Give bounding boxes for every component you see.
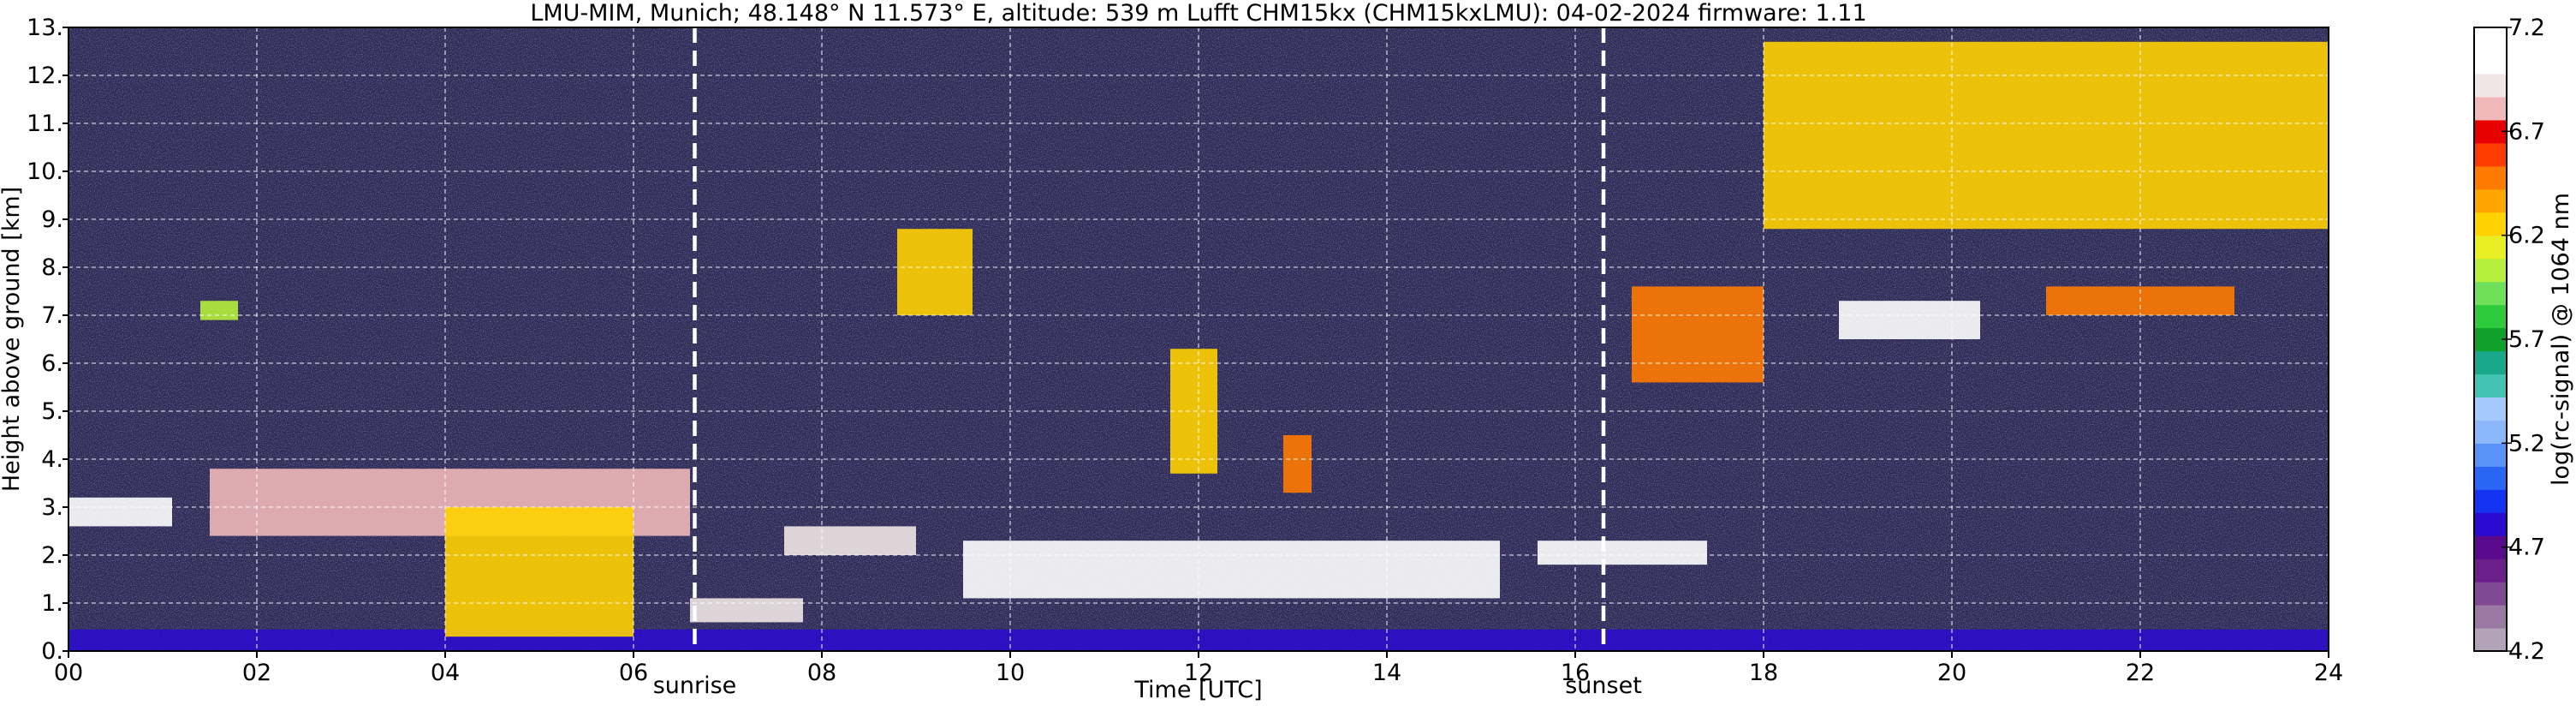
colorbar-band xyxy=(2474,188,2507,213)
signal-feature-cloud-2 xyxy=(200,301,238,320)
colorbar-band xyxy=(2474,258,2507,283)
signal-feature-cloud-6 xyxy=(784,526,916,555)
colorbar-band xyxy=(2474,327,2507,352)
chart-title: LMU-MIM, Munich; 48.148° N 11.573° E, al… xyxy=(530,0,1866,27)
colorbar-ticks: 4.2 4.7 5.2 5.7 6.2 6.7 7.2 xyxy=(2502,15,2545,665)
x-tick-label: 02 xyxy=(242,660,271,686)
sun-markers xyxy=(693,27,1606,651)
colorbar-bands xyxy=(2474,27,2507,652)
colorbar-band xyxy=(2474,373,2507,398)
signal-feature-cloud-10 xyxy=(1283,435,1312,493)
y-tick-label: 2. xyxy=(41,542,63,569)
x-tick-label: 14 xyxy=(1372,660,1401,686)
colorbar-band xyxy=(2474,535,2507,559)
sunrise-label: sunrise xyxy=(653,672,737,699)
colorbar-tick-label: 4.2 xyxy=(2508,638,2545,665)
signal-feature-cloud-7 xyxy=(897,229,973,315)
y-tick-label: 4. xyxy=(41,446,63,473)
colorbar-tick-label: 6.7 xyxy=(2508,118,2545,145)
colorbar-band xyxy=(2474,50,2507,75)
colorbar-band xyxy=(2474,559,2507,583)
colorbar-band xyxy=(2474,27,2507,51)
colorbar: 4.2 4.7 5.2 5.7 6.2 6.7 7.2 log(rc-signal) @ 1… xyxy=(2473,15,2574,665)
y-tick-label: 1. xyxy=(41,590,63,617)
signal-feature-cloud-8 xyxy=(963,541,1500,599)
colorbar-band xyxy=(2474,142,2507,167)
signal-features xyxy=(68,41,2329,651)
y-tick-label: 12. xyxy=(27,63,63,89)
y-tick-label: 9. xyxy=(41,206,63,233)
x-tick-label: 18 xyxy=(1749,660,1778,686)
colorbar-band xyxy=(2474,443,2507,467)
gridlines xyxy=(68,27,2329,651)
colorbar-tick-label: 7.2 xyxy=(2508,15,2545,41)
y-tick-label: 10. xyxy=(27,158,63,185)
sunset-label: sunset xyxy=(1565,672,1642,699)
colorbar-band xyxy=(2474,235,2507,260)
colorbar-band xyxy=(2474,96,2507,121)
x-tick-label: 10 xyxy=(996,660,1025,686)
colorbar-tick-label: 6.2 xyxy=(2508,223,2545,249)
x-tick-label: 04 xyxy=(431,660,460,686)
colorbar-band xyxy=(2474,281,2507,306)
y-tick-label: 8. xyxy=(41,254,63,281)
signal-feature-cloud-5 xyxy=(690,598,803,623)
colorbar-band xyxy=(2474,212,2507,236)
x-axis-label: Time [UTC] xyxy=(1133,677,1262,703)
colorbar-band xyxy=(2474,489,2507,513)
x-tick-label: 12 xyxy=(1184,660,1213,686)
x-tick-label: 24 xyxy=(2314,660,2343,686)
y-tick-label: 13. xyxy=(27,15,63,41)
colorbar-tick-label: 5.2 xyxy=(2508,430,2545,457)
signal-feature-cloud-1 xyxy=(68,497,172,527)
x-tick-label: 20 xyxy=(1937,660,1966,686)
colorbar-tick-label: 5.7 xyxy=(2508,326,2545,353)
x-tick-label: 16 xyxy=(1561,660,1590,686)
y-tick-label: 3. xyxy=(41,494,63,521)
y-tick-label: 5. xyxy=(41,398,63,425)
signal-feature-cloud-13 xyxy=(1839,301,1980,339)
colorbar-band xyxy=(2474,420,2507,444)
colorbar-band xyxy=(2474,165,2507,190)
x-tick-label: 06 xyxy=(619,660,648,686)
colorbar-band xyxy=(2474,350,2507,375)
signal-feature-cirrus-15 xyxy=(1764,41,2329,230)
signal-feature-cloud-11 xyxy=(1538,541,1707,565)
x-tick-label: 08 xyxy=(807,660,836,686)
x-tick-label: 00 xyxy=(54,660,83,686)
colorbar-band xyxy=(2474,512,2507,536)
y-tick-label: 0. xyxy=(41,638,63,665)
colorbar-band xyxy=(2474,119,2507,144)
colorbar-band xyxy=(2474,628,2507,652)
x-tick-label: 22 xyxy=(2126,660,2155,686)
plot-area xyxy=(68,27,2329,651)
colorbar-tick-label: 4.7 xyxy=(2508,535,2545,561)
colorbar-label: log(rc-signal) @ 1064 nm xyxy=(2548,193,2574,486)
x-axis-ticks: 00 02 04 06 08 10 12 14 16 18 20 22 24 xyxy=(54,651,2343,686)
y-tick-label: 7. xyxy=(41,302,63,329)
y-axis-label: Height above ground [km] xyxy=(0,187,25,492)
y-tick-label: 6. xyxy=(41,350,63,377)
sun-marker-labels: sunrise sunset xyxy=(653,672,1642,699)
colorbar-band xyxy=(2474,605,2507,629)
colorbar-band xyxy=(2474,397,2507,421)
colorbar-band xyxy=(2474,466,2507,490)
signal-feature-cloud-4 xyxy=(445,507,634,637)
colorbar-band xyxy=(2474,582,2507,606)
colorbar-band xyxy=(2474,73,2507,98)
signal-feature-cloud-12 xyxy=(1632,286,1764,383)
y-axis-ticks: 0. 1. 2. 3. 4. 5. 6. 7. 8. 9. 10. 11. 12. 13. xyxy=(27,15,68,665)
colorbar-band xyxy=(2474,304,2507,329)
y-tick-label: 11. xyxy=(27,111,63,137)
